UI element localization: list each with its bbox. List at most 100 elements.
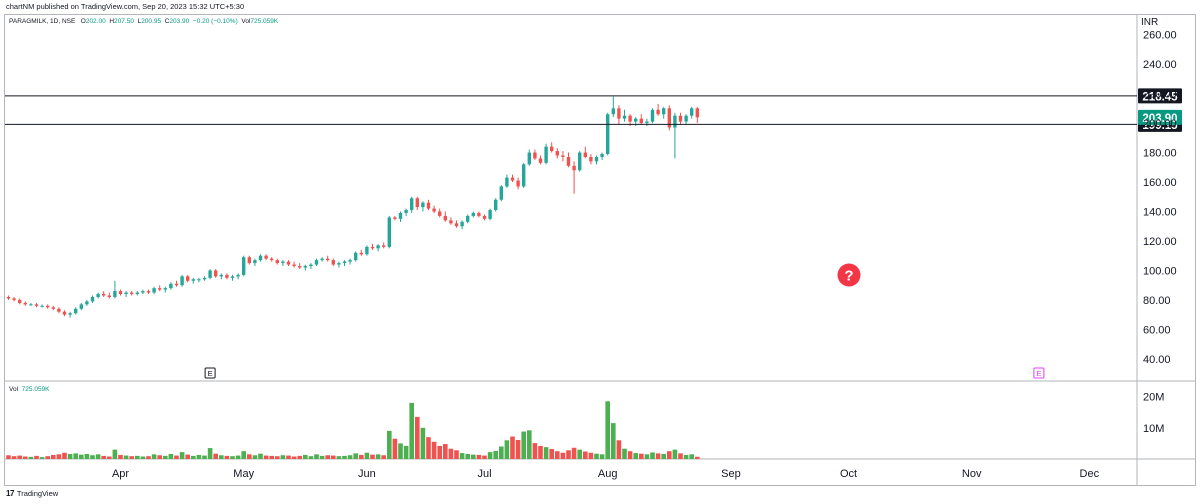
- candle: [443, 211, 447, 222]
- last-price-label: 203.90: [1142, 113, 1177, 125]
- candle: [23, 301, 27, 306]
- candle-body: [510, 177, 515, 181]
- candle-body: [398, 212, 403, 219]
- candle: [555, 148, 559, 159]
- candle: [354, 251, 358, 262]
- candle: [18, 298, 22, 305]
- volume-bar: [471, 454, 476, 459]
- candle: [460, 220, 464, 230]
- candle-body: [62, 311, 67, 315]
- candle: [85, 299, 89, 306]
- candle-body: [320, 258, 324, 261]
- volume-bar: [353, 453, 358, 459]
- candle-body: [68, 313, 72, 315]
- candle: [656, 103, 660, 116]
- volume-bar: [157, 455, 162, 459]
- candle-body: [158, 288, 162, 290]
- candle: [79, 302, 83, 311]
- legend-low: 200.95: [141, 18, 162, 25]
- candle: [6, 295, 11, 300]
- candle: [410, 196, 414, 213]
- candle: [550, 142, 554, 153]
- candle: [404, 208, 408, 216]
- volume-bar: [415, 416, 420, 459]
- candle: [236, 273, 240, 280]
- volume-bar: [118, 454, 123, 459]
- candle-body: [40, 305, 44, 307]
- candle-body: [561, 155, 565, 157]
- help-question-icon[interactable]: ?: [837, 263, 861, 287]
- volume-bar: [398, 443, 403, 459]
- price-tick-label: 40.00: [1143, 354, 1171, 366]
- candle: [286, 260, 291, 267]
- volume-bar: [73, 453, 78, 459]
- candle: [359, 249, 363, 256]
- candle-body: [376, 245, 380, 249]
- candle: [589, 154, 593, 165]
- candle: [180, 274, 184, 287]
- candle: [527, 149, 531, 166]
- volume-bar: [387, 430, 392, 459]
- price-tick-label: 200.00: [1143, 118, 1177, 130]
- earnings-marker-icon[interactable]: [1033, 367, 1045, 379]
- candle-body: [314, 260, 319, 265]
- candle: [169, 282, 173, 290]
- candle: [281, 260, 285, 267]
- currency-label[interactable]: INR: [1141, 17, 1159, 28]
- candle-body: [326, 258, 330, 261]
- candle-body: [695, 108, 699, 118]
- volume-bar: [224, 455, 230, 459]
- volume-bar: [599, 454, 605, 459]
- volume-bar: [291, 456, 297, 459]
- volume-bar: [454, 450, 459, 459]
- volume-bar: [667, 451, 672, 459]
- candle-body: [113, 291, 117, 297]
- candle: [309, 263, 313, 269]
- candle-body: [583, 152, 587, 157]
- chart-frame[interactable]: [4, 14, 1196, 486]
- volume-bar: [252, 455, 258, 459]
- candle: [690, 106, 694, 119]
- volume-bar: [319, 455, 325, 459]
- candle-body: [225, 274, 229, 278]
- candle-body: [152, 288, 156, 293]
- candle-body: [634, 118, 638, 122]
- candle: [202, 276, 207, 281]
- candle: [118, 289, 123, 296]
- price-tick-label: 140.00: [1143, 207, 1177, 219]
- legend-symbol[interactable]: PARAGMILK, 1D, NSE: [9, 18, 76, 25]
- candle-body: [219, 274, 223, 277]
- candle-body: [309, 264, 313, 267]
- legend-vol: 725.059K: [250, 18, 279, 25]
- candle: [214, 268, 218, 278]
- candle: [68, 311, 72, 318]
- volume-bar: [280, 455, 286, 459]
- candle-body: [186, 276, 190, 281]
- volume-tick-label: 20M: [1143, 392, 1164, 404]
- candle-body: [443, 215, 447, 221]
- candle-body: [298, 266, 302, 268]
- candle: [326, 255, 330, 262]
- volume-bar: [437, 445, 442, 459]
- candle: [96, 292, 100, 299]
- candle-body: [449, 220, 453, 224]
- candle-body: [174, 283, 179, 286]
- candle-body: [628, 115, 632, 122]
- candle: [667, 105, 671, 131]
- volume-bar: [605, 401, 610, 459]
- candle: [426, 199, 431, 211]
- candle: [314, 258, 319, 267]
- candle: [533, 149, 537, 160]
- volume-bar: [28, 456, 34, 459]
- volume-bar: [219, 455, 224, 459]
- earnings-marker-icon[interactable]: [204, 367, 216, 379]
- volume-bar: [67, 454, 73, 459]
- volume-bar: [297, 455, 302, 459]
- candle: [398, 211, 403, 222]
- candle: [387, 215, 391, 249]
- volume-bar: [151, 454, 157, 459]
- candle: [432, 205, 436, 213]
- candle-body: [410, 198, 414, 211]
- volume-bar: [112, 449, 118, 459]
